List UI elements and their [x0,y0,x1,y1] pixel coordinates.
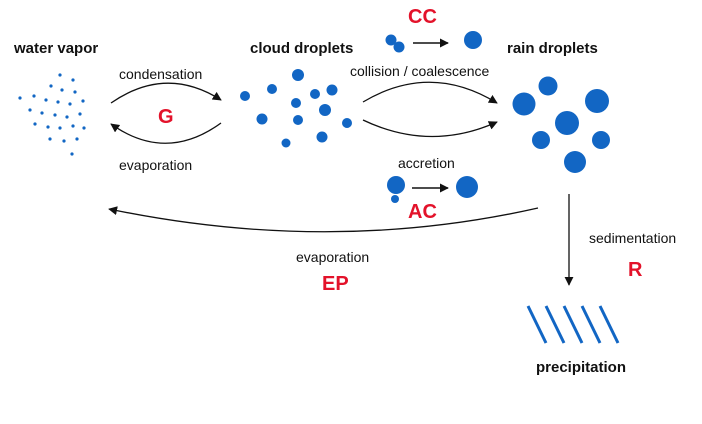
condensation-label: condensation [119,66,203,82]
condensation-arrow [110,82,222,104]
precipitation-label: precipitation [536,359,627,376]
code-r: R [628,259,643,281]
evaporation-cloud-arrow [110,122,222,144]
rain-droplets [512,76,610,173]
evaporation-rain-arrow [108,206,539,233]
collision-lower-arrow [362,119,498,138]
water-vapor-label: water vapor [14,40,99,57]
code-g: G [158,106,174,128]
code-ac: AC [408,201,437,223]
evaporation-cloud-label: evaporation [119,157,193,173]
code-ep: EP [322,273,349,295]
rain-droplets-label: rain droplets [507,40,598,57]
precipitation-streaks [526,305,620,344]
accretion-label: accretion [398,155,455,171]
cloud-droplets [240,69,352,148]
code-cc: CC [408,6,437,28]
cloud-droplets-label: cloud droplets [250,40,354,57]
cc-collision-icon [385,31,482,53]
water-vapor-dots [18,73,86,156]
collision-upper-arrow [362,81,498,104]
sedimentation-label: sedimentation [589,230,677,246]
evaporation-rain-label: evaporation [296,249,370,265]
collision-coalescence-label: collision / coalescence [350,63,490,79]
ac-accretion-icon [387,176,478,203]
